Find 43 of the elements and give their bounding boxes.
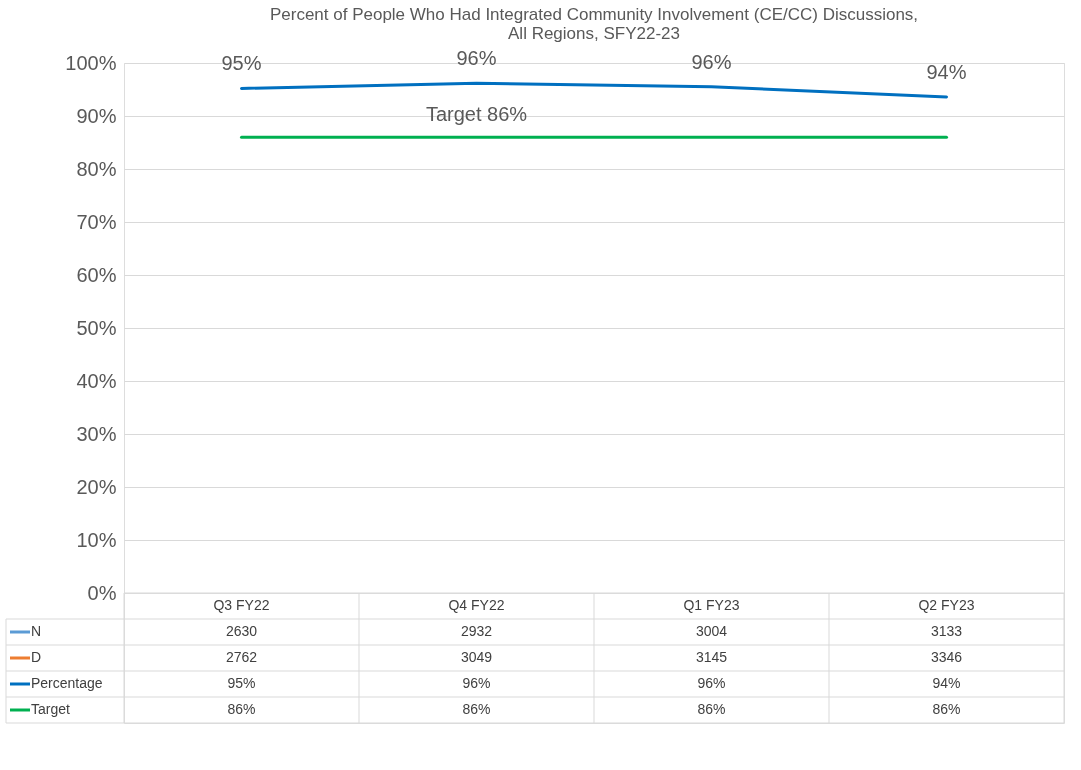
text: Percent of People Who Had Integrated Community Involvement (CE/CC) Discussions, [269,5,919,25]
x-tick-label: Q1 FY23 [683,597,740,613]
y-tick-label: 20% [76,475,117,498]
data-label: 86% [462,701,491,717]
data-label: 96% [462,675,491,691]
text: 3004 [695,623,728,639]
y-tick-label: 0% [87,581,117,604]
legend-label: N [31,623,42,639]
y-tick-label: 40% [76,369,117,392]
y-tick-label: 60% [76,263,117,286]
text: 3133 [930,623,963,639]
text: 96% [691,50,732,73]
legend-label: D [31,649,42,665]
text: 3049 [460,649,493,665]
text: 96% [456,47,497,70]
line-series [240,81,948,99]
y-tick-label: 70% [76,210,117,233]
legend-label: Target [31,701,71,717]
y-tick-label: 10% [76,528,117,551]
text: 95% [221,52,262,75]
x-tick-label: Q2 FY23 [918,597,975,613]
y-tick-label: 50% [76,316,117,339]
data-label: 86% [932,701,961,717]
text: 94% [926,60,967,83]
text: 2630 [225,623,258,639]
y-tick-label: 30% [76,422,117,445]
y-tick-label: 80% [76,157,117,180]
text: 3346 [930,649,963,665]
data-label: 86% [227,701,256,717]
data-label: 86% [697,701,726,717]
text: 3145 [695,649,728,665]
data-label: 94% [932,675,961,691]
data-label: 95% [227,675,256,691]
text: 2932 [460,623,493,639]
text: 2762 [225,649,258,665]
y-tick-label: 100% [65,51,117,74]
y-tick-label: 90% [76,104,117,127]
annotation: Target 86% [425,103,528,126]
data-label: 96% [697,675,726,691]
legend-label: Percentage [31,675,103,691]
x-tick-label: Q3 FY22 [213,597,270,613]
x-tick-label: Q4 FY22 [448,597,505,613]
text: All Regions, SFY22-23 [508,24,680,44]
